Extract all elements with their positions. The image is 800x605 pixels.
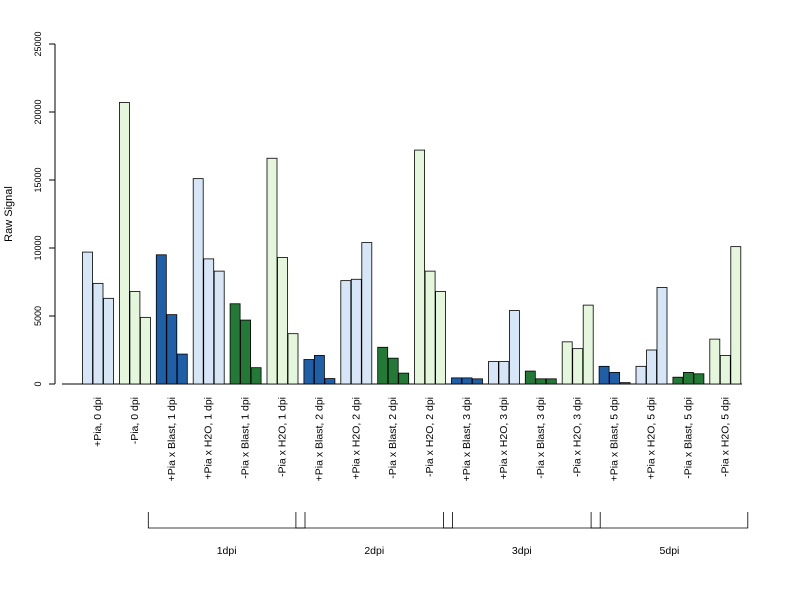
bar [266, 157, 278, 385]
bar [461, 377, 473, 385]
category-label: -Pia x Blast, 1 dpi [240, 397, 252, 479]
bar [192, 178, 204, 385]
bar [287, 333, 299, 385]
bar [545, 378, 557, 385]
bar [524, 370, 536, 385]
bar [414, 149, 426, 385]
group-brackets: 1dpi 2dpi 3dpi 5dpi [147, 512, 749, 557]
category-label: +Pia x Blast, 2 dpi [313, 397, 325, 481]
bar [166, 314, 178, 385]
bar [435, 291, 447, 385]
bar [635, 365, 647, 385]
category-label: +Pia x H2O, 5 dpi [646, 397, 658, 480]
bar [377, 346, 389, 385]
bar [203, 258, 215, 385]
y-tick-label: 0 [33, 381, 43, 386]
bar [598, 365, 610, 385]
group-bracket [590, 512, 749, 529]
bar [303, 359, 315, 385]
bar [609, 372, 620, 385]
bar [582, 304, 594, 385]
group-bracket [295, 512, 454, 529]
bar [313, 355, 325, 385]
group-label: 1dpi [217, 545, 237, 557]
bar [350, 278, 362, 385]
category-label: +Pia x Blast, 5 dpi [609, 397, 621, 481]
bar [340, 280, 352, 385]
bar [139, 316, 151, 385]
bar [498, 361, 510, 385]
y-tick-label: 5000 [33, 306, 43, 326]
category-label: -Pia x Blast, 3 dpi [535, 397, 547, 479]
bar [398, 372, 410, 385]
group-label: 2dpi [364, 545, 384, 557]
group-label: 5dpi [660, 545, 680, 557]
bar [683, 372, 694, 385]
bar [672, 376, 684, 385]
bar [103, 297, 114, 385]
bar [229, 303, 241, 385]
bar [176, 353, 188, 385]
bar [250, 367, 262, 385]
category-label: -Pia x H2O, 5 dpi [719, 397, 731, 477]
bar [155, 254, 167, 385]
bar [561, 341, 573, 385]
bar [240, 319, 252, 385]
bar [92, 282, 104, 385]
bar [129, 291, 141, 385]
y-tick-label: 20000 [33, 99, 43, 124]
category-label: -Pia x H2O, 2 dpi [424, 397, 436, 477]
bar [82, 251, 93, 385]
y-axis-label: Raw Signal [3, 186, 15, 242]
bar [361, 242, 373, 385]
category-label: -Pia x H2O, 1 dpi [277, 397, 289, 477]
category-label: -Pia x H2O, 3 dpi [572, 397, 584, 477]
bars-layer [82, 102, 742, 385]
category-label: +Pia, 0 dpi [92, 397, 104, 447]
bar [693, 373, 705, 385]
bar [619, 382, 631, 385]
category-label: -Pia x Blast, 2 dpi [387, 397, 399, 479]
bar [656, 287, 668, 385]
bar [324, 378, 336, 385]
category-label: -Pia x Blast, 5 dpi [682, 397, 694, 479]
bar [451, 377, 462, 385]
bar [508, 310, 520, 385]
bar [213, 270, 225, 385]
category-label: +Pia x H2O, 2 dpi [350, 397, 362, 480]
group-label: 3dpi [512, 545, 532, 557]
category-label: -Pia, 0 dpi [129, 397, 141, 444]
bar [730, 246, 742, 385]
y-tick-label: 25000 [33, 31, 43, 56]
bar [472, 378, 483, 385]
category-labels: +Pia, 0 dpi -Pia, 0 dpi +Pia x Blast, 1 dp… [92, 397, 731, 481]
bar [646, 349, 657, 385]
category-label: +Pia x H2O, 1 dpi [203, 397, 215, 480]
bar [487, 361, 499, 385]
bar [424, 270, 436, 385]
category-label: +Pia x Blast, 1 dpi [166, 397, 178, 481]
category-label: +Pia x H2O, 3 dpi [498, 397, 510, 480]
bar [709, 338, 721, 385]
y-tick-label: 10000 [33, 235, 43, 260]
group-bracket [147, 512, 306, 529]
bar [119, 102, 130, 385]
bar [572, 348, 584, 385]
bar [277, 257, 288, 385]
bar [719, 355, 731, 385]
bar [535, 378, 547, 385]
bar [387, 357, 399, 385]
group-bracket [443, 512, 601, 529]
y-tick-label: 15000 [33, 167, 43, 192]
category-label: +Pia x Blast, 3 dpi [461, 397, 473, 481]
